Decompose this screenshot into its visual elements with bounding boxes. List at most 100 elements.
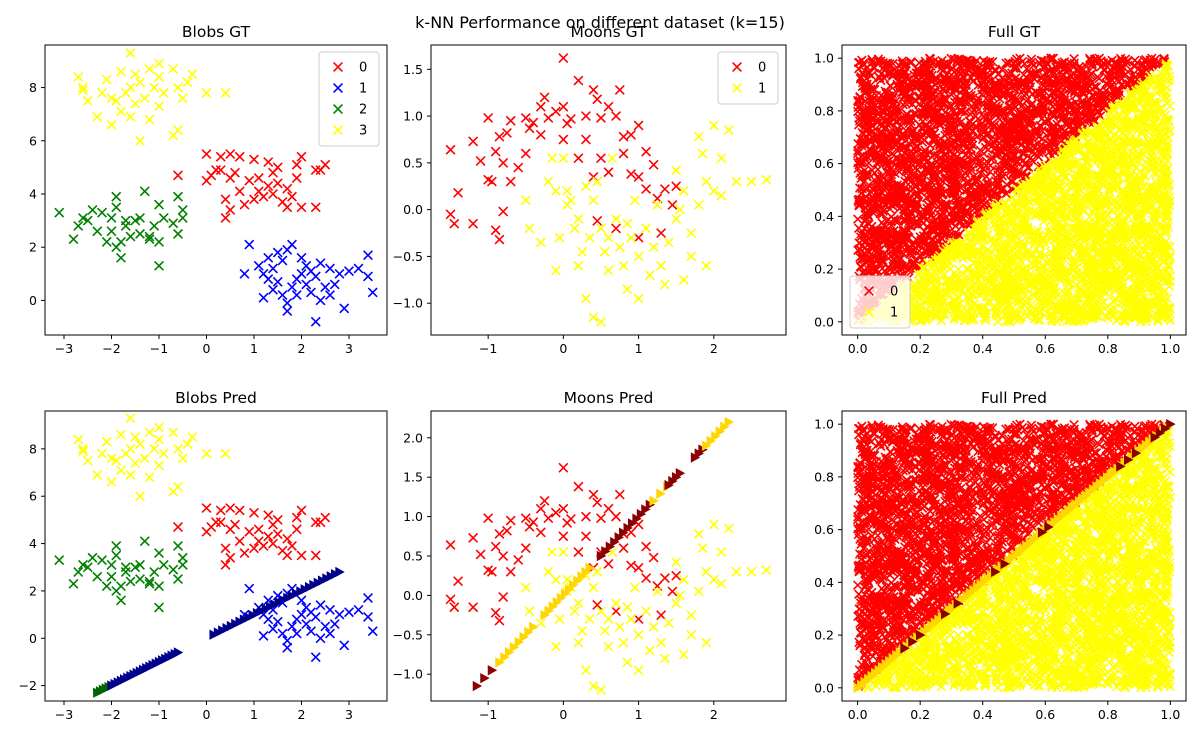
point-1 [1051,257,1062,268]
point-0 [975,145,986,155]
point-0 [925,191,935,201]
point-0 [1034,105,1044,116]
legend-label: 3 [359,124,367,139]
point-1 [1097,145,1108,155]
point-0 [220,194,231,205]
axes-frame [44,44,388,336]
point-1 [282,298,293,309]
point-2 [111,242,122,253]
point-1 [1163,123,1174,134]
point-0 [1061,120,1072,130]
point-3 [106,93,117,104]
point-1 [291,290,302,301]
point-1 [968,289,978,299]
point-0 [535,129,546,140]
point-0 [894,85,904,96]
point-1 [1088,241,1099,252]
point-1 [626,232,637,243]
point-1 [967,281,978,292]
point-0 [1053,68,1064,78]
point-0 [895,106,905,116]
point-0 [909,245,919,256]
point-1 [573,260,584,271]
point-0 [866,106,877,116]
point-0 [904,263,915,274]
point-0 [912,173,923,184]
point-0 [939,71,950,82]
point-0 [1060,109,1070,120]
point-0 [239,199,250,210]
point-3 [116,106,126,117]
point-0 [1058,112,1069,123]
point-1 [716,190,727,201]
x-tick-label: 3 [345,341,353,356]
point-0 [1151,59,1161,69]
point-2 [130,215,141,226]
point-0 [958,203,969,214]
point-3 [144,114,155,125]
point-0 [985,120,995,131]
point-0 [876,126,886,137]
point-0 [920,80,930,90]
point-0 [558,53,569,64]
point-0 [936,144,946,154]
point-1 [1068,145,1078,156]
point-0 [535,101,546,112]
point-1 [1105,166,1115,177]
point-1 [1143,250,1154,260]
point-0 [1128,69,1139,80]
point-0 [611,111,621,122]
legend-box [717,51,779,105]
plot-area [852,53,1175,327]
point-0 [856,139,866,149]
point-0 [994,127,1004,137]
point-0 [883,91,894,102]
point-3 [173,125,183,136]
point-0 [445,144,456,155]
point-0 [977,84,988,95]
point-0 [920,127,930,138]
point-2 [111,191,122,202]
point-0 [1061,60,1071,70]
point-0 [885,265,895,275]
point-1 [1136,109,1146,120]
point-3 [177,93,188,104]
point-0 [892,237,903,247]
point-0 [880,124,891,134]
point-0 [946,176,957,186]
point-0 [253,186,264,197]
point-0 [1099,65,1110,76]
point-0 [1102,57,1113,68]
point-0 [945,138,956,149]
point-0 [855,157,865,168]
point-0 [234,186,245,197]
point-0 [999,145,1010,155]
point-0 [211,165,221,176]
point-0 [925,224,935,234]
point-0 [1057,103,1068,113]
point-0 [1047,137,1057,148]
y-tick-label: −0.5 [393,249,423,264]
point-0 [947,217,958,228]
point-0 [1013,116,1024,127]
point-3 [125,82,136,93]
point-0 [1026,54,1037,64]
point-0 [974,156,984,167]
point-0 [875,153,886,164]
point-3 [187,69,198,80]
point-1 [931,312,942,322]
point-0 [520,148,531,159]
point-0 [626,169,637,180]
point-1 [1131,85,1141,96]
point-1 [550,185,561,196]
point-0 [966,194,976,204]
point-1 [1013,239,1024,250]
point-0 [913,219,923,229]
point-1 [573,214,584,224]
point-1 [1161,146,1172,157]
point-0 [468,218,479,229]
point-0 [1113,86,1124,97]
point-1 [1131,242,1142,253]
point-1 [1128,311,1138,321]
point-1 [315,258,326,269]
